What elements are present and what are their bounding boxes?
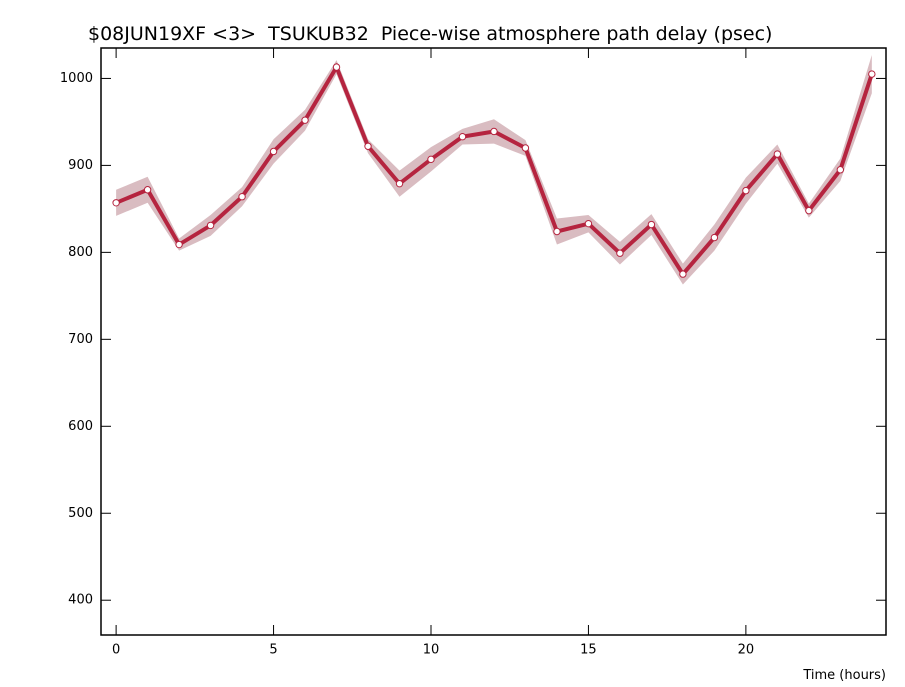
plot-frame xyxy=(100,47,887,636)
point xyxy=(238,193,246,201)
x-tick-label: 0 xyxy=(112,643,120,658)
point xyxy=(805,206,813,215)
point xyxy=(490,127,498,136)
y-tick-label: 500 xyxy=(68,506,93,521)
point xyxy=(647,220,656,229)
y-tick-label: 600 xyxy=(68,419,93,434)
x-tick-label: 10 xyxy=(423,643,440,658)
point xyxy=(553,227,561,236)
y-tick-label: 1000 xyxy=(60,71,93,86)
point xyxy=(364,142,372,150)
point xyxy=(458,133,467,141)
point xyxy=(301,116,309,124)
point xyxy=(112,199,120,207)
y-tick-label: 400 xyxy=(68,593,93,608)
point xyxy=(395,179,404,188)
x-tick-label: 15 xyxy=(580,643,597,658)
point xyxy=(206,221,215,230)
point xyxy=(773,150,782,158)
point xyxy=(427,155,435,164)
point xyxy=(143,186,152,194)
y-tick-label: 700 xyxy=(68,332,93,347)
point xyxy=(679,270,687,278)
point xyxy=(584,219,593,228)
error-band xyxy=(116,54,872,285)
y-tick-label: 800 xyxy=(68,245,93,260)
chart-title: $08JUN19XF <3> TSUKUB32 Piece-wise atmos… xyxy=(88,23,772,45)
point xyxy=(742,186,750,195)
point xyxy=(710,233,719,242)
point xyxy=(332,63,341,71)
x-tick-label: 5 xyxy=(269,643,277,658)
point xyxy=(836,166,845,174)
point xyxy=(521,144,530,152)
point xyxy=(269,147,278,156)
y-tick-label: 900 xyxy=(68,158,93,173)
x-tick-label: 20 xyxy=(738,643,755,658)
point xyxy=(868,70,876,78)
point xyxy=(175,240,183,249)
x-axis-label: Time (hours) xyxy=(802,668,886,683)
point xyxy=(616,249,624,257)
